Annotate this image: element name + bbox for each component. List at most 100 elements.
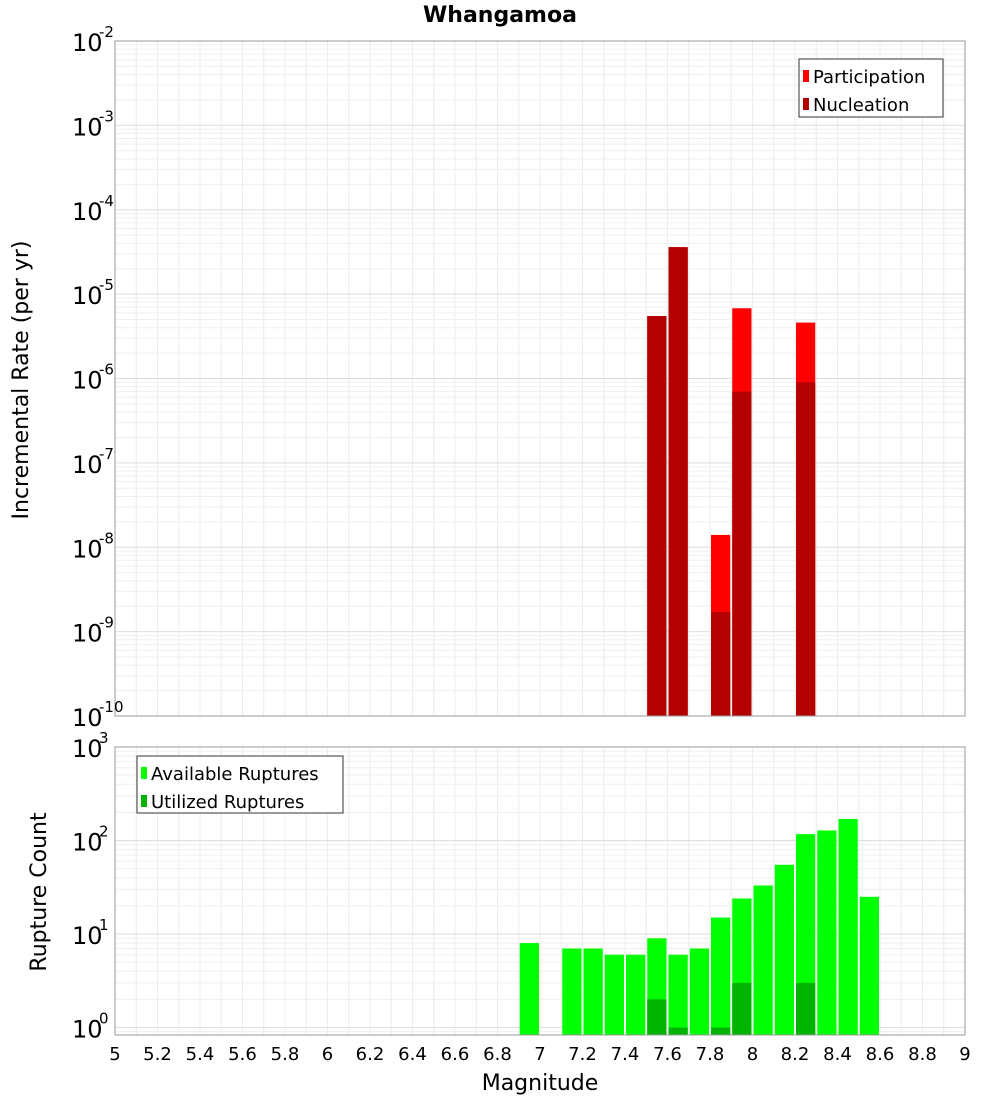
x-tick-label: 6	[322, 1044, 333, 1065]
x-tick-label: 5.4	[186, 1044, 215, 1065]
count-bar-available-ruptures	[838, 818, 858, 1035]
y-tick-exponent: 0	[99, 1010, 109, 1028]
legend-entry: Participation	[813, 67, 925, 88]
bottom-y-axis-label: Rupture Count	[27, 812, 52, 972]
x-tick-label: 9	[959, 1044, 970, 1065]
y-tick-base: 10	[72, 704, 103, 732]
count-bar-available-ruptures	[753, 885, 773, 1035]
y-tick-exponent: -7	[99, 445, 114, 463]
y-tick-label: 100	[72, 1010, 109, 1044]
y-tick-exponent: -8	[99, 529, 114, 547]
y-tick-exponent: -5	[99, 276, 114, 294]
y-tick-label: 10-3	[72, 107, 114, 141]
rate-bar-nucleation	[711, 612, 731, 716]
legend-entry: Available Ruptures	[151, 764, 319, 785]
count-bar-available-ruptures	[604, 954, 624, 1035]
count-bar-available-ruptures	[817, 830, 837, 1035]
count-bar-available-ruptures	[583, 948, 603, 1035]
y-tick-base: 10	[72, 198, 103, 226]
y-tick-exponent: -3	[99, 107, 114, 125]
count-bar-available-ruptures	[689, 948, 709, 1035]
x-tick-label: 8.6	[866, 1044, 895, 1065]
y-tick-label: 10-10	[72, 698, 124, 732]
y-tick-exponent: 1	[99, 916, 109, 934]
legend-swatch	[141, 767, 147, 779]
x-tick-label: 5.6	[228, 1044, 257, 1065]
y-tick-label: 101	[72, 916, 109, 950]
y-tick-label: 102	[72, 823, 109, 857]
x-tick-label: 6.8	[483, 1044, 512, 1065]
x-tick-label: 6.6	[441, 1044, 470, 1065]
y-tick-label: 103	[72, 729, 109, 763]
x-tick-label: 7.2	[568, 1044, 597, 1065]
y-tick-base: 10	[72, 735, 103, 763]
y-tick-base: 10	[72, 282, 103, 310]
y-tick-label: 10-2	[72, 23, 114, 57]
plot-frame-0	[114, 40, 966, 717]
x-tick-label: 5.2	[143, 1044, 172, 1065]
y-tick-base: 10	[72, 1016, 103, 1044]
x-tick-label: 8.2	[781, 1044, 810, 1065]
count-bar-available-ruptures	[859, 896, 879, 1035]
y-tick-exponent: -2	[99, 23, 114, 41]
y-tick-exponent: -6	[99, 361, 114, 379]
y-tick-base: 10	[72, 829, 103, 857]
x-tick-label: 8.8	[908, 1044, 937, 1065]
count-bar-available-ruptures	[562, 948, 582, 1035]
x-tick-label: 7.6	[653, 1044, 682, 1065]
chart-title: Whangamoa	[423, 3, 577, 28]
y-tick-label: 10-7	[72, 445, 114, 479]
y-tick-base: 10	[72, 29, 103, 57]
count-bar-available-ruptures	[626, 954, 646, 1035]
count-bar-utilized-ruptures	[732, 982, 752, 1035]
x-tick-label: 5.8	[271, 1044, 300, 1065]
plot-frame-1	[114, 746, 966, 1036]
y-tick-exponent: 3	[99, 729, 109, 747]
x-tick-label: 5	[109, 1044, 120, 1065]
legend-swatch	[803, 98, 809, 110]
y-tick-base: 10	[72, 535, 103, 563]
x-tick-label: 6.2	[356, 1044, 385, 1065]
y-tick-base: 10	[72, 367, 103, 395]
y-tick-base: 10	[72, 451, 103, 479]
x-tick-label: 7	[534, 1044, 545, 1065]
legend-swatch	[803, 70, 809, 82]
x-tick-label: 6.4	[398, 1044, 427, 1065]
count-bar-available-ruptures	[774, 864, 794, 1035]
rate-bar-nucleation	[668, 247, 688, 716]
y-tick-label: 10-5	[72, 276, 114, 310]
count-bar-available-ruptures	[668, 954, 688, 1035]
rate-bar-nucleation	[796, 382, 816, 716]
rate-bar-nucleation	[732, 391, 752, 716]
y-tick-base: 10	[72, 113, 103, 141]
legend-swatch	[141, 795, 147, 807]
y-tick-label: 10-6	[72, 361, 114, 395]
y-tick-base: 10	[72, 922, 103, 950]
legend-entry: Utilized Ruptures	[151, 792, 304, 813]
y-tick-base: 10	[72, 620, 103, 648]
y-tick-exponent: -4	[99, 192, 114, 210]
count-bar-utilized-ruptures	[796, 982, 816, 1035]
count-bar-available-ruptures	[519, 943, 539, 1035]
y-tick-exponent: -9	[99, 614, 114, 632]
top-y-axis-label: Incremental Rate (per yr)	[9, 241, 34, 520]
legend-box-1	[136, 755, 344, 814]
count-bar-available-ruptures	[711, 917, 731, 1035]
x-axis-label: Magnitude	[482, 1071, 599, 1096]
x-tick-label: 7.8	[696, 1044, 725, 1065]
count-bar-utilized-ruptures	[711, 1027, 731, 1035]
legend-entry: Nucleation	[813, 95, 909, 116]
x-tick-label: 8	[747, 1044, 758, 1065]
y-tick-label: 10-8	[72, 529, 114, 563]
count-bar-utilized-ruptures	[647, 999, 667, 1035]
x-tick-label: 8.4	[823, 1044, 852, 1065]
rate-bar-nucleation	[647, 316, 667, 716]
y-tick-label: 10-9	[72, 614, 114, 648]
y-tick-exponent: -10	[99, 698, 124, 716]
y-tick-label: 10-4	[72, 192, 114, 226]
y-tick-exponent: 2	[99, 823, 109, 841]
legend-box-0	[798, 58, 944, 118]
count-bar-utilized-ruptures	[668, 1027, 688, 1035]
x-tick-label: 7.4	[611, 1044, 640, 1065]
